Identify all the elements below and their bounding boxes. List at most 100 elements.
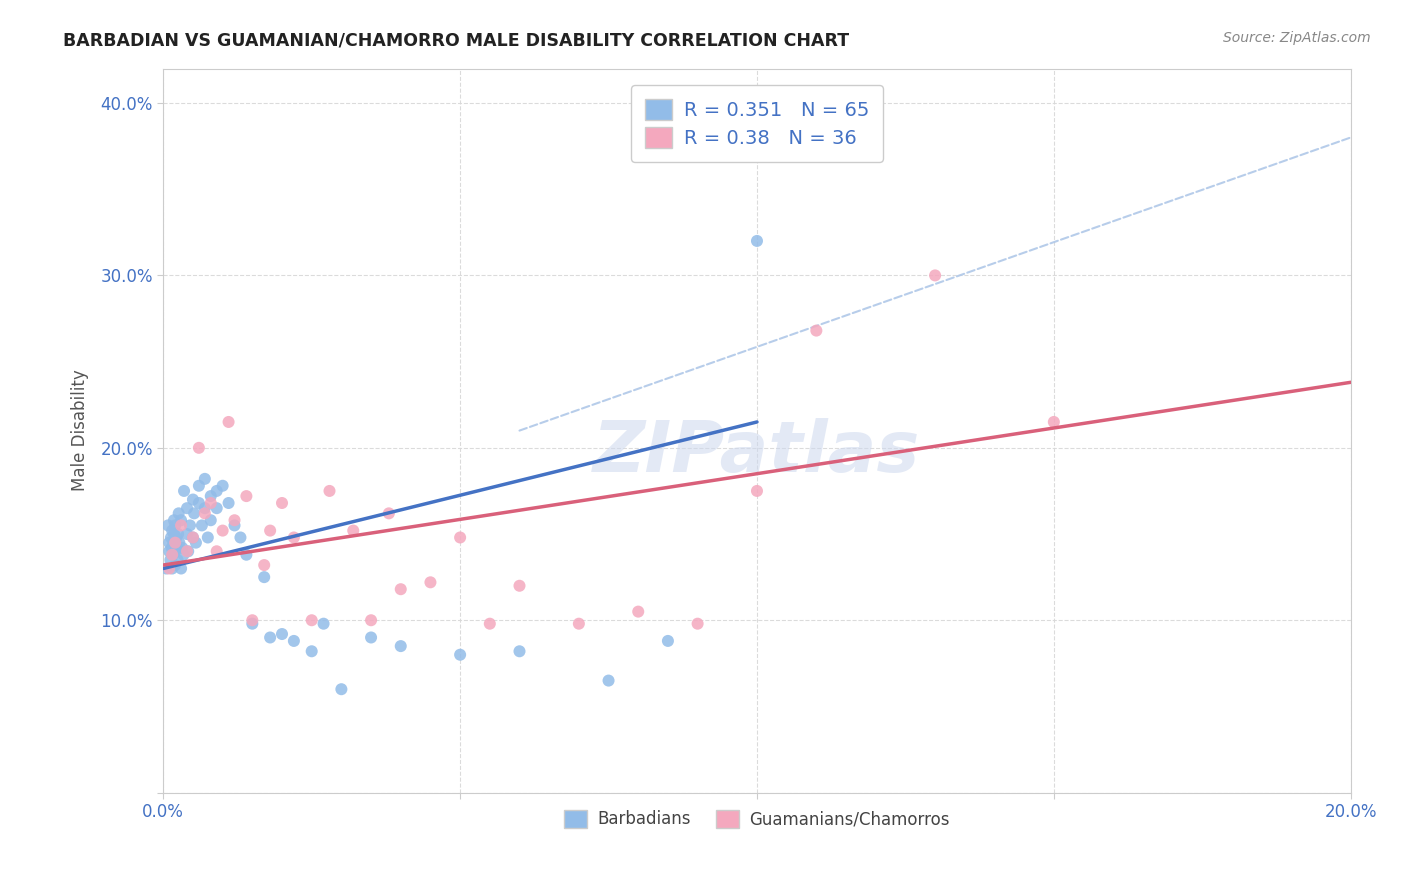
Point	[157, 535, 180, 549]
Point	[205, 483, 228, 498]
Point	[162, 548, 184, 562]
Point	[165, 544, 187, 558]
Point	[176, 501, 198, 516]
Point	[259, 631, 281, 645]
Text: Source: ZipAtlas.com: Source: ZipAtlas.com	[1223, 31, 1371, 45]
Point	[166, 541, 188, 555]
Point	[657, 634, 679, 648]
Point	[181, 492, 204, 507]
Point	[160, 541, 183, 555]
Point	[360, 613, 382, 627]
Point	[165, 518, 187, 533]
Point	[155, 561, 177, 575]
Y-axis label: Male Disability: Male Disability	[72, 369, 89, 491]
Point	[508, 644, 530, 658]
Point	[318, 483, 340, 498]
Point	[389, 582, 412, 597]
Point	[172, 548, 194, 562]
Point	[218, 415, 240, 429]
Point	[478, 616, 501, 631]
Point	[166, 553, 188, 567]
Legend: Barbadians, Guamanians/Chamorros: Barbadians, Guamanians/Chamorros	[557, 803, 956, 835]
Point	[253, 570, 276, 584]
Point	[312, 616, 335, 631]
Point	[176, 527, 198, 541]
Point	[745, 483, 768, 498]
Point	[745, 234, 768, 248]
Point	[253, 558, 276, 572]
Point	[283, 531, 305, 545]
Point	[224, 518, 246, 533]
Point	[167, 506, 190, 520]
Point	[197, 531, 219, 545]
Point	[342, 524, 364, 538]
Point	[160, 531, 183, 545]
Point	[163, 513, 186, 527]
Point	[194, 506, 217, 520]
Point	[301, 644, 323, 658]
Point	[259, 524, 281, 538]
Point	[360, 631, 382, 645]
Point	[211, 479, 233, 493]
Point	[181, 531, 204, 545]
Point	[224, 513, 246, 527]
Point	[211, 524, 233, 538]
Point	[924, 268, 946, 283]
Point	[235, 489, 257, 503]
Point	[627, 605, 650, 619]
Point	[187, 479, 209, 493]
Point	[240, 613, 263, 627]
Point	[184, 535, 207, 549]
Point	[686, 616, 709, 631]
Text: ZIPatlas: ZIPatlas	[593, 417, 921, 487]
Point	[449, 648, 471, 662]
Point	[389, 639, 412, 653]
Point	[271, 627, 294, 641]
Point	[271, 496, 294, 510]
Point	[165, 531, 187, 545]
Point	[162, 535, 184, 549]
Point	[187, 496, 209, 510]
Point	[568, 616, 591, 631]
Point	[172, 541, 194, 555]
Point	[167, 527, 190, 541]
Point	[157, 518, 180, 533]
Point	[170, 513, 193, 527]
Point	[157, 544, 180, 558]
Point	[169, 535, 191, 549]
Point	[508, 579, 530, 593]
Point	[378, 506, 401, 520]
Point	[170, 561, 193, 575]
Point	[170, 518, 193, 533]
Point	[598, 673, 620, 688]
Point	[218, 496, 240, 510]
Point	[1043, 415, 1066, 429]
Point	[194, 472, 217, 486]
Point	[191, 518, 214, 533]
Point	[200, 496, 222, 510]
Point	[449, 531, 471, 545]
Point	[205, 501, 228, 516]
Point	[183, 506, 205, 520]
Point	[160, 561, 183, 575]
Point	[187, 441, 209, 455]
Text: BARBADIAN VS GUAMANIAN/CHAMORRO MALE DISABILITY CORRELATION CHART: BARBADIAN VS GUAMANIAN/CHAMORRO MALE DIS…	[63, 31, 849, 49]
Point	[160, 548, 183, 562]
Point	[205, 544, 228, 558]
Point	[173, 483, 195, 498]
Point	[181, 531, 204, 545]
Point	[177, 544, 200, 558]
Point	[179, 518, 201, 533]
Point	[806, 324, 828, 338]
Point	[301, 613, 323, 627]
Point	[240, 616, 263, 631]
Point	[200, 513, 222, 527]
Point	[229, 531, 252, 545]
Point	[235, 548, 257, 562]
Point	[160, 524, 183, 538]
Point	[157, 561, 180, 575]
Point	[330, 682, 353, 697]
Point	[283, 634, 305, 648]
Point	[176, 544, 198, 558]
Point	[165, 535, 187, 549]
